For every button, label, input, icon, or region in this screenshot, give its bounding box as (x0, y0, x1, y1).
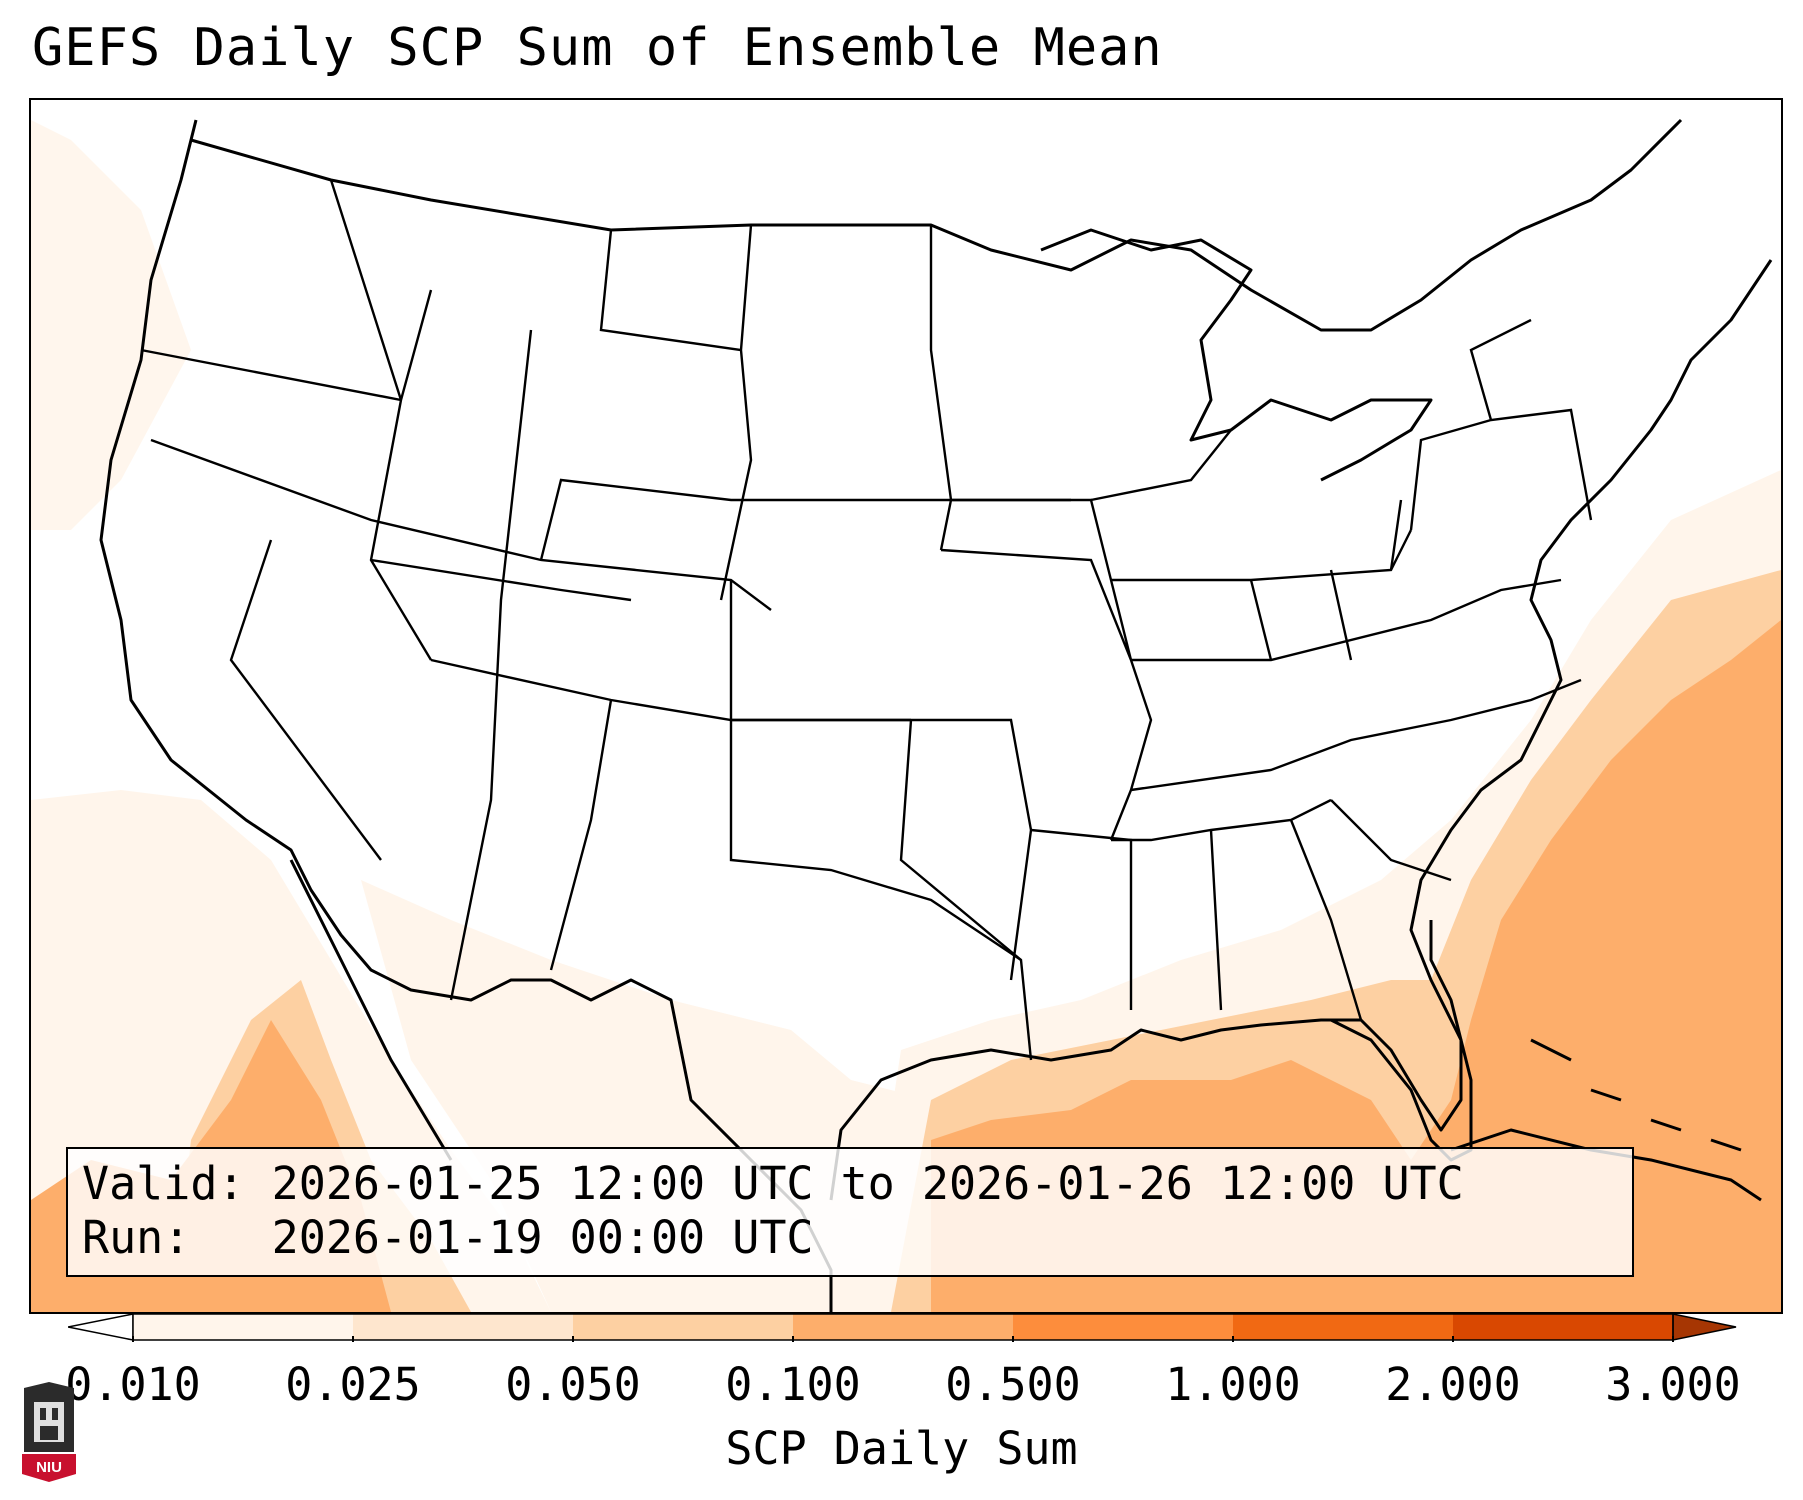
baja-california (289, 859, 453, 1161)
colorbar-segment (1013, 1314, 1234, 1340)
colorbar-tick-label: 0.500 (945, 1358, 1081, 1411)
colorbar-segment (1453, 1314, 1674, 1340)
colorbar-label: SCP Daily Sum (725, 1422, 1078, 1475)
map-frame[interactable] (29, 98, 1783, 1314)
colorbar-extend-min (68, 1313, 134, 1341)
colorbar-segment (793, 1314, 1014, 1340)
colorbar (68, 1313, 1737, 1342)
logo-text: NIU (36, 1459, 62, 1476)
colorbar-tick-label: 0.100 (725, 1358, 861, 1411)
scp-field-pacific-nw (31, 120, 191, 530)
bahamas (1530, 1038, 1742, 1152)
run-label: Run: (82, 1211, 191, 1264)
colorbar-segment (353, 1314, 574, 1340)
scp-field-gulf-core (931, 620, 1781, 1312)
map-borders (99, 118, 1773, 1312)
page-title: GEFS Daily SCP Sum of Ensemble Mean (32, 18, 1163, 78)
us-canada-border (190, 118, 1683, 332)
colorbar-segment (133, 1314, 354, 1340)
valid-line: Valid: 2026-01-25 12:00 UTC to 2026-01-2… (82, 1157, 1632, 1211)
valid-value: 2026-01-25 12:00 UTC to 2026-01-26 12:00… (271, 1157, 1464, 1210)
info-box: Valid: 2026-01-25 12:00 UTC to 2026-01-2… (66, 1147, 1634, 1277)
scp-map[interactable] (31, 100, 1781, 1312)
us-coastline (99, 119, 833, 1312)
colorbar-outline (132, 1313, 1674, 1341)
valid-label: Valid: (82, 1157, 245, 1210)
niu-castle-logo-icon: NIU (22, 1382, 76, 1482)
gulf-coast (829, 259, 1773, 1201)
run-line: Run: 2026-01-19 00:00 UTC (82, 1211, 1632, 1265)
colorbar-tick-label: 3.000 (1605, 1358, 1741, 1411)
run-value: 2026-01-19 00:00 UTC (271, 1211, 814, 1264)
colorbar-extend-max (1672, 1313, 1737, 1341)
colorbar-tick-label: 1.000 (1165, 1358, 1301, 1411)
colorbar-segment (1233, 1314, 1454, 1340)
colorbar-tick-label: 0.050 (505, 1358, 641, 1411)
colorbar-tick-label: 0.025 (285, 1358, 421, 1411)
state-lines (140, 179, 1593, 1061)
great-lakes (1040, 228, 1433, 482)
colorbar-tick-label: 0.010 (65, 1358, 201, 1411)
colorbar-segment (573, 1314, 794, 1340)
colorbar-tick-label: 2.000 (1385, 1358, 1521, 1411)
